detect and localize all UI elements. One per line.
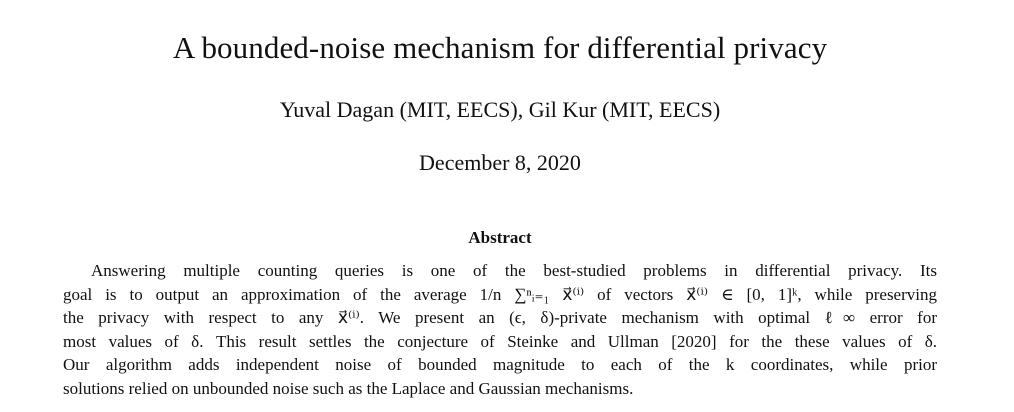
abstract-line: goal is to output an approximation of th… <box>63 284 937 304</box>
abstract-line: solutions relied on unbounded noise such… <box>63 378 634 398</box>
abstract-line: Our algorithm adds independent noise of … <box>63 355 937 375</box>
abstract-line: most values of δ. This result settles th… <box>63 331 937 351</box>
paper-title: A bounded-noise mechanism for differenti… <box>172 30 828 65</box>
abstract-body: Answering multiple counting queries is o… <box>63 259 937 401</box>
abstract-line: the privacy with respect to any x⃗⁽ⁱ⁾. W… <box>63 308 937 328</box>
paper-date: December 8, 2020 <box>419 150 581 175</box>
abstract-line: Answering multiple counting queries is o… <box>91 261 937 280</box>
paper-authors: Yuval Dagan (MIT, EECS), Gil Kur (MIT, E… <box>279 97 721 122</box>
abstract-heading: Abstract <box>468 228 532 247</box>
